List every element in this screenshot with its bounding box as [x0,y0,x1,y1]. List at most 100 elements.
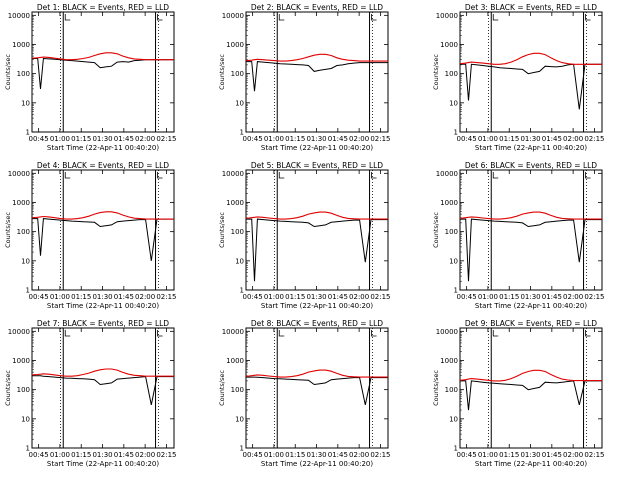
top-bracket-marker [585,330,591,337]
y-tick-label: 100 [17,386,30,394]
events-series-line [460,218,602,282]
top-bracket-marker [278,172,285,179]
top-bracket-marker [492,172,499,179]
x-tick-label: 02:00 [349,293,369,301]
x-axis-label: Start Time (22-Apr-11 00:40:20) [475,144,587,152]
x-axis-label: Start Time (22-Apr-11 00:40:20) [47,460,159,468]
chart-panel-det-5: Det 5: BLACK = Events, RED = LLD 1 10 100 10… [218,161,391,310]
plot-frame [245,169,389,291]
y-axis-label: Counts/sec [432,370,440,406]
x-axis-label: Start Time (22-Apr-11 00:40:20) [47,302,159,310]
lld-series-line [31,368,174,377]
x-tick-label: 01:00 [264,135,284,143]
y-tick-label: 10000 [436,12,458,20]
lld-series-line [245,211,388,220]
y-axis-label: Counts/sec [218,212,226,248]
x-tick-label: 01:45 [542,451,562,459]
x-tick-label: 01:30 [306,135,326,143]
x-tick-label: 01:45 [328,293,348,301]
chart-panel-det-6: Det 6: BLACK = Events, RED = LLD 1 10 100 10… [432,161,605,310]
y-axis-label: Counts/sec [218,370,226,406]
plot-frame [31,327,175,449]
y-tick-label: 1000 [226,199,244,207]
x-tick-label: 01:45 [114,451,134,459]
y-tick-label: 1 [454,129,458,137]
x-tick-label: 01:45 [542,293,562,301]
x-tick-label: 01:00 [264,451,284,459]
chart-panel-det-4: Det 4: BLACK = Events, RED = LLD 1 10 100 10… [4,161,177,310]
x-tick-label: 02:00 [349,135,369,143]
x-tick-label: 01:45 [328,451,348,459]
y-tick-label: 10 [21,257,30,265]
y-axis-label: Counts/sec [218,54,226,90]
y-tick-label: 10 [21,415,30,423]
plot-frame [459,11,603,133]
x-tick-label: 01:00 [478,135,498,143]
top-bracket-marker [157,14,163,21]
y-axis-label: Counts/sec [4,54,12,90]
x-tick-label: 01:15 [285,451,305,459]
chart-panel-det-8: Det 8: BLACK = Events, RED = LLD 1 10 100 10… [218,319,391,468]
x-tick-label: 02:00 [563,135,583,143]
y-tick-label: 1 [26,129,30,137]
y-tick-label: 100 [231,386,244,394]
lld-series-line [459,52,602,65]
events-series-line [32,375,174,405]
x-tick-label: 01:15 [285,293,305,301]
x-tick-label: 01:15 [71,135,91,143]
y-tick-label: 100 [17,228,30,236]
y-tick-label: 1 [454,445,458,453]
top-bracket-marker [585,172,591,179]
y-tick-label: 1000 [12,357,30,365]
y-tick-label: 1000 [226,41,244,49]
plot-frame [459,169,603,291]
y-tick-label: 100 [445,70,458,78]
x-tick-label: 00:45 [457,293,477,301]
x-tick-label: 01:15 [499,451,519,459]
x-tick-label: 02:00 [135,293,155,301]
x-tick-label: 02:00 [563,293,583,301]
x-tick-label: 01:45 [114,135,134,143]
events-series-line [32,57,174,89]
x-tick-label: 01:15 [285,135,305,143]
top-bracket-marker [371,330,377,337]
chart-title: Det 4: BLACK = Events, RED = LLD [37,161,169,170]
x-tick-label: 01:00 [264,293,284,301]
x-tick-label: 01:30 [92,451,112,459]
chart-title: Det 2: BLACK = Events, RED = LLD [251,3,383,12]
x-tick-label: 00:45 [243,135,263,143]
lld-series-line [459,211,602,220]
y-tick-label: 10 [235,415,244,423]
x-axis-label: Start Time (22-Apr-11 00:40:20) [475,460,587,468]
chart-panel-det-1: Det 1: BLACK = Events, RED = LLD 1 10 100 10… [4,3,177,152]
x-axis-label: Start Time (22-Apr-11 00:40:20) [47,144,159,152]
y-tick-label: 1000 [12,41,30,49]
lld-series-line [245,369,388,378]
y-axis-label: Counts/sec [432,212,440,248]
y-tick-label: 100 [231,228,244,236]
x-tick-label: 01:00 [478,293,498,301]
y-tick-label: 1000 [12,199,30,207]
x-tick-label: 01:00 [50,293,70,301]
x-tick-label: 02:15 [156,135,176,143]
top-bracket-marker [157,330,163,337]
x-tick-label: 01:30 [92,293,112,301]
y-tick-label: 1000 [440,199,458,207]
y-axis-label: Counts/sec [432,54,440,90]
top-bracket-marker [157,172,163,179]
x-tick-label: 01:30 [520,135,540,143]
top-bracket-marker [278,14,285,21]
y-axis-label: Counts/sec [4,370,12,406]
y-tick-label: 1000 [440,357,458,365]
events-series-line [246,376,388,406]
plot-frame [31,11,175,133]
y-axis-label: Counts/sec [4,212,12,248]
y-tick-label: 10000 [8,12,30,20]
x-tick-label: 01:15 [71,451,91,459]
top-bracket-marker [64,330,71,337]
chart-title: Det 1: BLACK = Events, RED = LLD [37,3,169,12]
x-tick-label: 01:00 [50,135,70,143]
top-bracket-marker [492,14,499,21]
y-tick-label: 10 [449,257,458,265]
x-tick-label: 02:15 [370,293,390,301]
